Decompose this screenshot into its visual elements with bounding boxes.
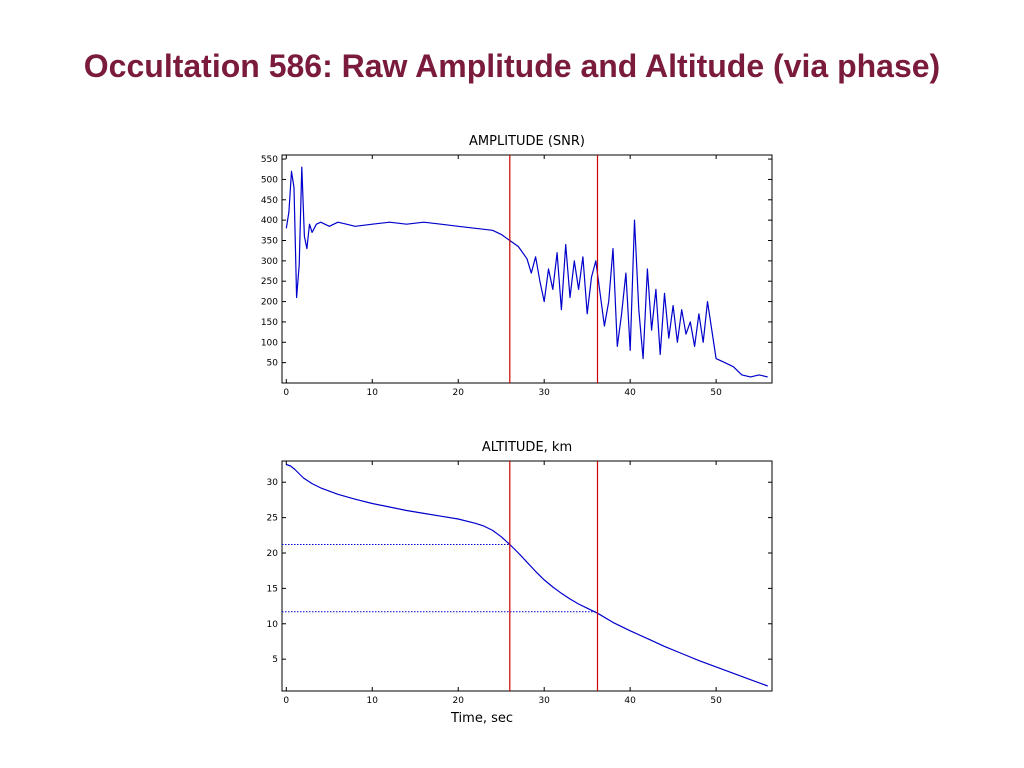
axes-frame: [281, 460, 773, 692]
y-tick-label: 20: [267, 549, 279, 559]
y-tick-label: 30: [267, 478, 279, 488]
x-tick-label: 40: [624, 388, 636, 398]
series-line: [286, 463, 768, 687]
y-tick-label: 200: [261, 298, 278, 308]
y-tick-label: 150: [261, 318, 278, 328]
series-line: [285, 166, 768, 378]
altitude-plot: ALTITUDE, km 0 10 20 30 40 50 5 10 15 20 25 30 Time, …: [267, 440, 773, 726]
x-tick-label: 0: [283, 388, 289, 398]
x-tick-label: 30: [538, 696, 550, 706]
x-tick-label: 20: [453, 696, 465, 706]
x-tick-label: 0: [283, 696, 289, 706]
x-tick-label: 50: [710, 388, 722, 398]
x-tick-label: 40: [624, 696, 636, 706]
x-tick-label: 10: [367, 388, 379, 398]
y-tick-label: 500: [261, 175, 278, 185]
y-tick-label: 450: [261, 196, 278, 206]
y-tick-label: 25: [267, 514, 278, 524]
axes-frame: [281, 154, 773, 384]
plot-title: AMPLITUDE (SNR): [469, 134, 585, 149]
x-tick-label: 50: [710, 696, 722, 706]
slide-title: Occultation 586: Raw Amplitude and Altit…: [83, 48, 941, 84]
y-tick-label: 550: [261, 155, 278, 165]
y-tick-label: 300: [261, 257, 278, 267]
x-tick-label: 10: [367, 696, 379, 706]
x-tick-label: 30: [538, 388, 550, 398]
x-tick-label: 20: [453, 388, 465, 398]
y-tick-label: 350: [261, 237, 278, 247]
y-tick-label: 15: [267, 584, 278, 594]
y-tick-label: 250: [261, 277, 278, 287]
y-tick-label: 5: [272, 655, 278, 665]
amplitude-plot: AMPLITUDE (SNR) 0 10 20 30 40 50 50 100 150 200 250…: [261, 134, 773, 398]
y-tick-label: 400: [261, 216, 278, 226]
y-tick-label: 100: [261, 338, 278, 348]
y-tick-label: 50: [267, 359, 279, 369]
plot-title: ALTITUDE, km: [482, 440, 572, 455]
x-axis-label: Time, sec: [450, 711, 513, 726]
y-tick-label: 10: [267, 620, 279, 630]
